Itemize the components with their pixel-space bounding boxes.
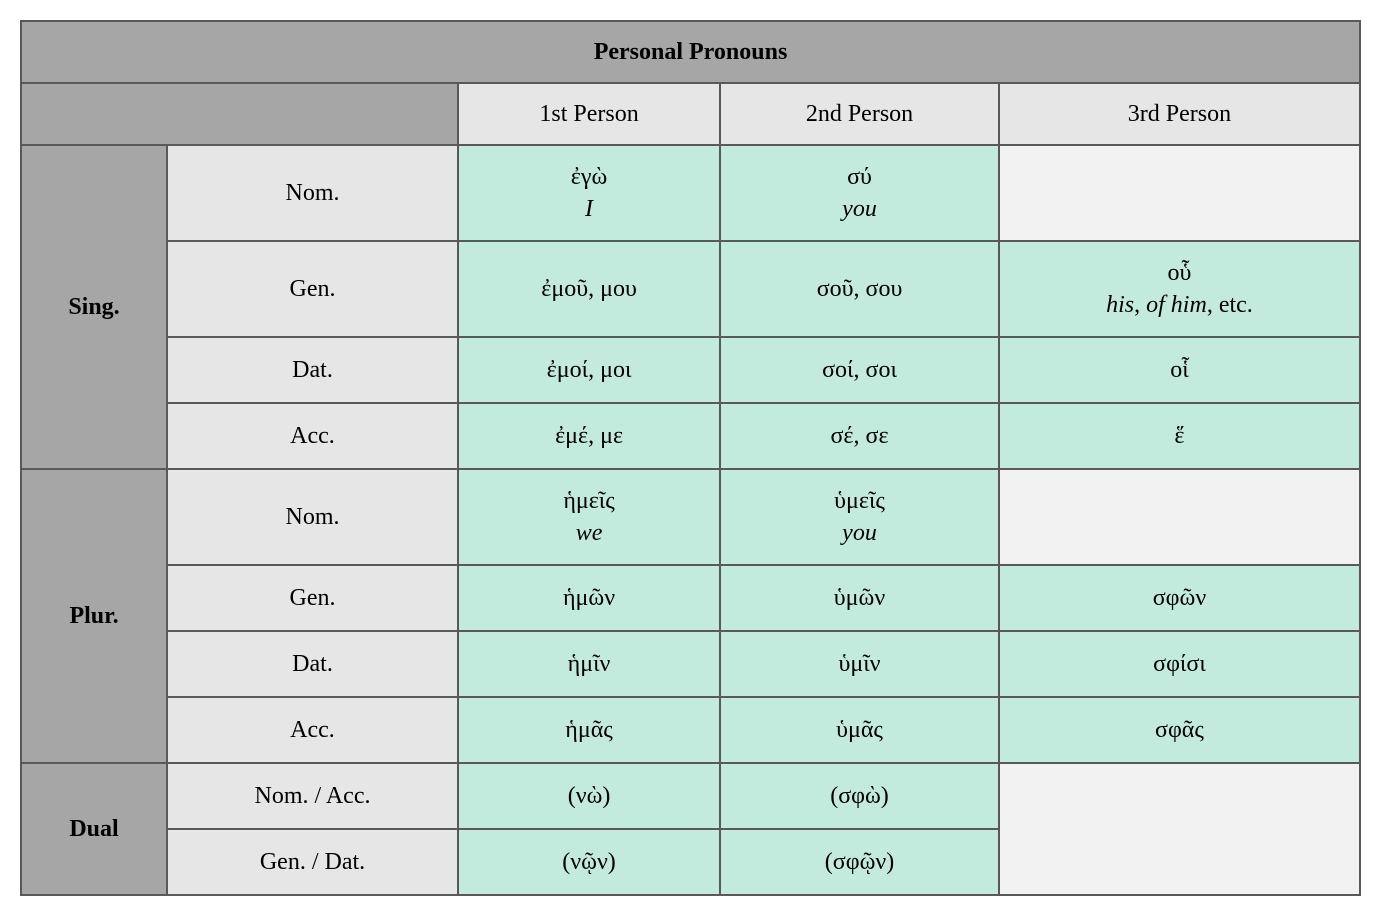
blank-header [21,83,458,145]
cell-plur-acc-2p: ὑμᾶς [720,697,999,763]
cell-sing-acc-3p: ἕ [999,403,1360,469]
case-label-nom: Nom. [167,469,458,565]
cell-sing-nom-3p [999,145,1360,241]
cell-dual-nomacc-1p: (νὼ) [458,763,720,829]
plur-acc-row: Acc. ἡμᾶς ὑμᾶς σφᾶς [21,697,1360,763]
col-header-2p: 2nd Person [720,83,999,145]
title-row: Personal Pronouns [21,21,1360,83]
case-label-gen: Gen. [167,565,458,631]
cell-plur-dat-2p: ὑμῖν [720,631,999,697]
cell-sing-gen-1p: ἐμοῦ, μου [458,241,720,337]
cell-plur-gen-1p: ἡμῶν [458,565,720,631]
cell-sing-nom-2p: σύyou [720,145,999,241]
cell-sing-dat-1p: ἐμοί, μοι [458,337,720,403]
cell-sing-gen-3p: οὗhis, of him, etc. [999,241,1360,337]
cell-plur-gen-3p: σφῶν [999,565,1360,631]
col-header-3p: 3rd Person [999,83,1360,145]
cell-plur-acc-1p: ἡμᾶς [458,697,720,763]
cell-dual-3p [999,763,1360,895]
cell-sing-dat-3p: οἷ [999,337,1360,403]
pronoun-table: Personal Pronouns 1st Person 2nd Person … [20,20,1361,896]
cell-dual-gendat-2p: (σφῷν) [720,829,999,895]
plur-nom-row: Plur. Nom. ἡμεῖςwe ὑμεῖςyou [21,469,1360,565]
col-header-1p: 1st Person [458,83,720,145]
cell-sing-acc-1p: ἐμέ, με [458,403,720,469]
number-label-plur: Plur. [21,469,167,763]
cell-plur-gen-2p: ὑμῶν [720,565,999,631]
cell-dual-nomacc-2p: (σφὼ) [720,763,999,829]
cell-dual-gendat-1p: (νῷν) [458,829,720,895]
cell-sing-dat-2p: σοί, σοι [720,337,999,403]
case-label-acc: Acc. [167,697,458,763]
case-label-acc: Acc. [167,403,458,469]
case-label-gen: Gen. [167,241,458,337]
plur-gen-row: Gen. ἡμῶν ὑμῶν σφῶν [21,565,1360,631]
case-label-gendat: Gen. / Dat. [167,829,458,895]
cell-plur-nom-1p: ἡμεῖςwe [458,469,720,565]
sing-nom-row: Sing. Nom. ἐγὼI σύyou [21,145,1360,241]
cell-sing-nom-1p: ἐγὼI [458,145,720,241]
cell-sing-acc-2p: σέ, σε [720,403,999,469]
cell-sing-gen-2p: σοῦ, σου [720,241,999,337]
case-label-dat: Dat. [167,631,458,697]
plur-dat-row: Dat. ἡμῖν ὑμῖν σφίσι [21,631,1360,697]
cell-plur-nom-2p: ὑμεῖςyou [720,469,999,565]
sing-gen-row: Gen. ἐμοῦ, μου σοῦ, σου οὗhis, of him, e… [21,241,1360,337]
column-header-row: 1st Person 2nd Person 3rd Person [21,83,1360,145]
number-label-sing: Sing. [21,145,167,469]
case-label-nom: Nom. [167,145,458,241]
table-title: Personal Pronouns [21,21,1360,83]
cell-plur-acc-3p: σφᾶς [999,697,1360,763]
cell-plur-dat-1p: ἡμῖν [458,631,720,697]
sing-acc-row: Acc. ἐμέ, με σέ, σε ἕ [21,403,1360,469]
cell-plur-nom-3p [999,469,1360,565]
sing-dat-row: Dat. ἐμοί, μοι σοί, σοι οἷ [21,337,1360,403]
dual-nomacc-row: Dual Nom. / Acc. (νὼ) (σφὼ) [21,763,1360,829]
cell-plur-dat-3p: σφίσι [999,631,1360,697]
number-label-dual: Dual [21,763,167,895]
case-label-nomacc: Nom. / Acc. [167,763,458,829]
case-label-dat: Dat. [167,337,458,403]
